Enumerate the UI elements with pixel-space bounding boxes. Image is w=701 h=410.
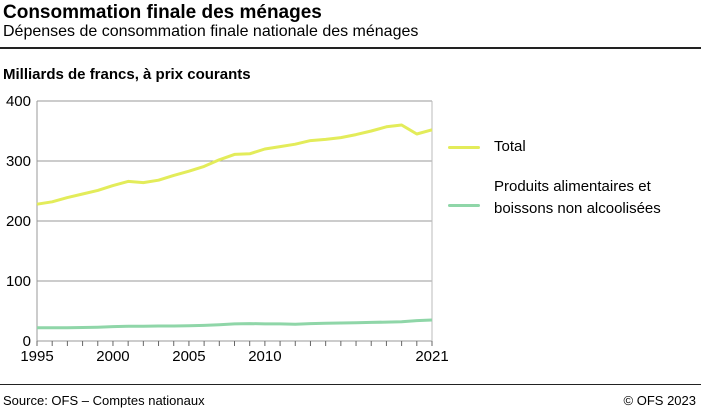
y-tick-label: 200: [6, 213, 31, 230]
y-tick-label: 0: [23, 333, 31, 350]
y-tick-label: 400: [6, 93, 31, 110]
y-tick-label: 300: [6, 153, 31, 170]
y-tick-label: 100: [6, 273, 31, 290]
legend-label-total: Total: [494, 138, 526, 155]
chart-title: Consommation finale des ménages: [3, 2, 322, 23]
header-divider: [0, 47, 701, 49]
x-tick-label: 2000: [96, 348, 129, 365]
footer-divider: [0, 384, 701, 385]
x-tick-label: 1995: [20, 348, 53, 365]
x-tick-label: 2005: [172, 348, 205, 365]
y-axis-label: Milliards de francs, à prix courants: [3, 66, 251, 83]
x-tick-label: 2010: [248, 348, 281, 365]
series-line-total: [36, 123, 433, 206]
copyright: © OFS 2023: [623, 393, 696, 408]
legend-label-food: Produits alimentaires et boissons non al…: [494, 178, 661, 217]
source-note: Source: OFS – Comptes nationaux: [3, 393, 205, 408]
legend-swatch-food: [448, 204, 480, 207]
chart-subtitle: Dépenses de consommation finale national…: [3, 23, 419, 40]
legend-swatch-total: [448, 146, 480, 149]
x-tick-label: 2021: [415, 348, 448, 365]
